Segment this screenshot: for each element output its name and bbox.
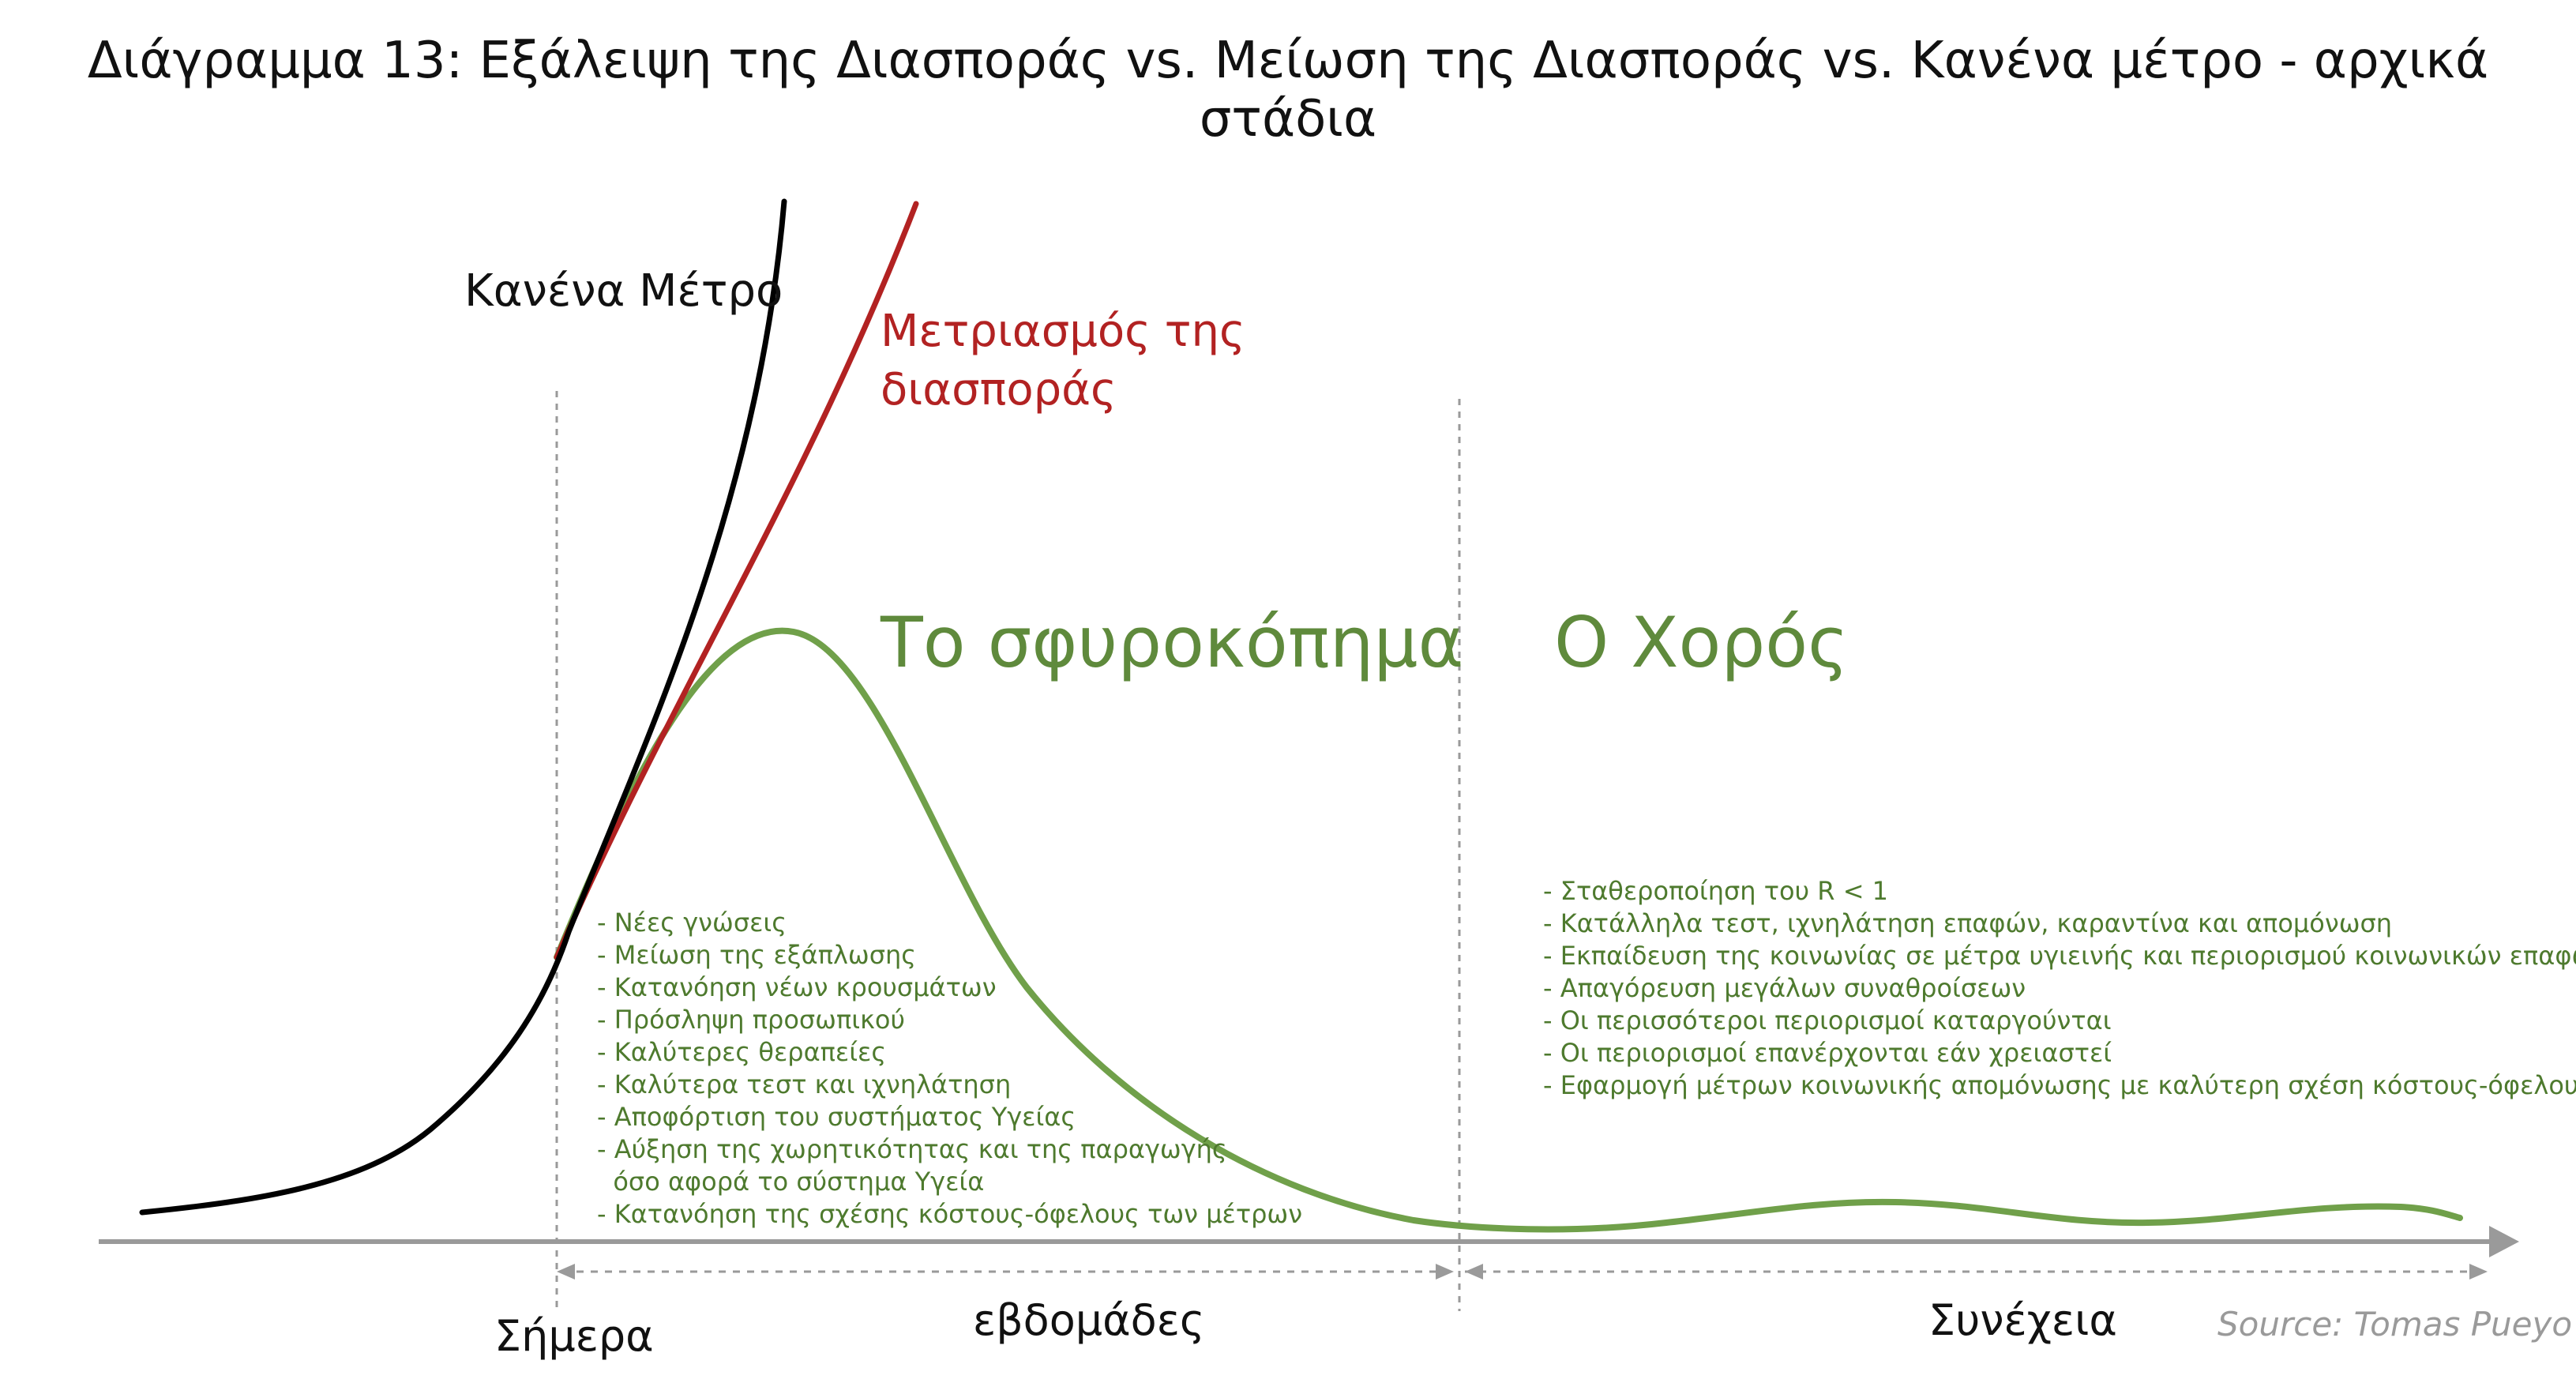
dance-measure-item: - Οι περισσότεροι περιορισμοί καταργούντ… bbox=[1543, 1005, 2112, 1035]
hammer-measure-item: - Αύξηση της χωρητικότητας και της παραγ… bbox=[597, 1134, 1227, 1164]
time-axis-arrowhead bbox=[2489, 1226, 2519, 1257]
mitigation-curve bbox=[554, 201, 919, 960]
hammer-measure-item: - Νέες γνώσεις bbox=[597, 908, 787, 938]
hammer-phase-label: Το σφυροκόπημα bbox=[881, 602, 1464, 683]
hammer-measure-item: - Αποφόρτιση του συστήματος Υγείας bbox=[597, 1102, 1076, 1132]
dance-measure-item: - Εκπαίδευση της κοινωνίας σε μέτρα υγιε… bbox=[1543, 941, 2576, 971]
hammer-measure-item: - Κατανόηση της σχέσης κόστους-όφελους τ… bbox=[597, 1199, 1303, 1229]
mitigation-label-line2: διασποράς bbox=[881, 364, 1117, 415]
hammer-measures-list: - Νέες γνώσεις - Μείωση της εξάπλωσης - … bbox=[597, 907, 1302, 1231]
hammer-measure-item: - Καλύτερα τεστ και ιχνηλάτηση bbox=[597, 1069, 1012, 1099]
diagram-title: Διάγραμμα 13: Εξάλειψη της Διασποράς vs.… bbox=[87, 32, 2489, 148]
continuation-label: Συνέχεια bbox=[1928, 1295, 2117, 1345]
today-label: Σήμερα bbox=[494, 1311, 654, 1361]
no-measures-label: Κανένα Μέτρο bbox=[464, 265, 783, 317]
no-measures-curve bbox=[139, 198, 787, 1216]
mitigation-label: Μετριασμός της διασποράς bbox=[881, 303, 1245, 419]
dance-measure-item: - Κατάλληλα τεστ, ιχνηλάτηση επαφών, καρ… bbox=[1543, 908, 2393, 938]
mitigation-label-line1: Μετριασμός της bbox=[881, 306, 1245, 357]
dance-measure-item: - Οι περιορισμοί επανέρχονται εάν χρειασ… bbox=[1543, 1038, 2112, 1068]
source-credit: Source: Tomas Pueyo bbox=[2217, 1305, 2573, 1344]
dance-measures-list: - Σταθεροποίηση του R < 1 - Κατάλληλα τε… bbox=[1543, 875, 2576, 1102]
weeks-span-right-arrow bbox=[1436, 1264, 1454, 1280]
hammer-measure-item: - Πρόσληψη προσωπικού bbox=[597, 1005, 906, 1035]
continuation-span-right-arrow bbox=[2469, 1264, 2488, 1280]
suppression-curve bbox=[554, 627, 2463, 1233]
dance-phase-label: Ο Χορός bbox=[1554, 602, 1849, 683]
weeks-label: εβδομάδες bbox=[973, 1295, 1205, 1345]
dance-measure-item: - Σταθεροποίηση του R < 1 bbox=[1543, 876, 1889, 906]
hammer-measure-item: όσο αφορά το σύστημα Υγεία bbox=[597, 1167, 985, 1197]
hammer-measure-item: - Μείωση της εξάπλωσης bbox=[597, 940, 917, 970]
dance-measure-item: - Εφαρμογή μέτρων κοινωνικής απομόνωσης … bbox=[1543, 1070, 2576, 1100]
weeks-span-left-arrow bbox=[557, 1264, 575, 1280]
hammer-measure-item: - Καλύτερες θεραπείες bbox=[597, 1037, 887, 1067]
hammer-measure-item: - Κατανόηση νέων κρουσμάτων bbox=[597, 972, 997, 1002]
dance-measure-item: - Απαγόρευση μεγάλων συναθροίσεων bbox=[1543, 973, 2026, 1003]
continuation-span-left-arrow bbox=[1465, 1264, 1483, 1280]
